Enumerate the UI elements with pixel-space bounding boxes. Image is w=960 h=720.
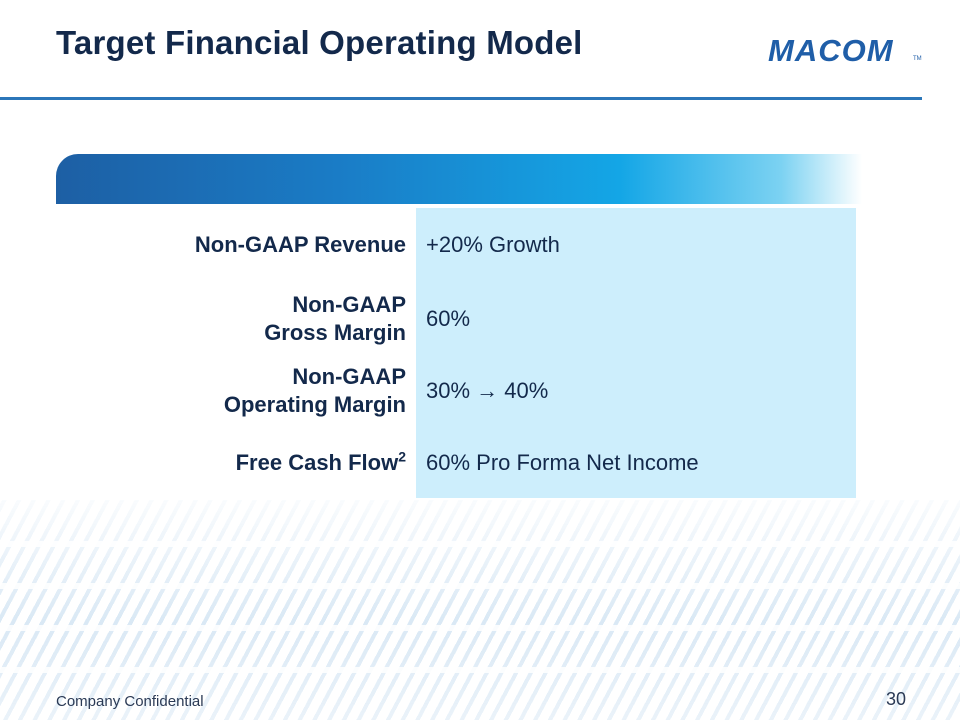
table-row-revenue: Non-GAAP Revenue +20% Growth [56, 230, 856, 260]
row-value: +20% Growth [426, 232, 560, 257]
row-value: 60% [426, 306, 471, 331]
footer-confidential: Company Confidential [56, 693, 204, 710]
row-label: Non-GAAP Revenue [56, 231, 406, 259]
hatch-gap [0, 541, 960, 547]
logo-trademark: TM [913, 56, 922, 62]
header-divider [0, 97, 922, 100]
operating-model-table: Non-GAAP Revenue +20% Growth Non-GAAP Gr… [56, 208, 856, 498]
values-panel [416, 208, 856, 498]
table-row-gross-margin: Non-GAAP Gross Margin 60% [56, 290, 856, 348]
table-row-free-cash-flow: Free Cash Flow2 60% Pro Forma Net Income [56, 448, 856, 478]
row-label: Non-GAAP Operating Margin [56, 363, 406, 419]
row-label: Non-GAAP Gross Margin [56, 291, 406, 347]
macom-logo: MACOM TM [768, 34, 922, 66]
footnote-marker: 2 [398, 448, 406, 465]
hatch-gap [0, 583, 960, 589]
row-value: 30% → 40% [426, 378, 549, 403]
row-label-line2: Gross Margin [264, 320, 406, 345]
slide-title: Target Financial Operating Model [56, 24, 583, 61]
row-label-line1: Non-GAAP [292, 364, 406, 389]
row-label-text: Free Cash Flow [235, 450, 399, 475]
logo-text: MACOM [768, 34, 894, 66]
row-value: 60% Pro Forma Net Income [426, 450, 699, 475]
hatch-gap [0, 625, 960, 631]
row-label: Free Cash Flow2 [56, 449, 406, 477]
table-row-operating-margin: Non-GAAP Operating Margin 30% → 40% [56, 362, 856, 420]
row-label-text: Non-GAAP Revenue [194, 232, 406, 257]
hatch-background [0, 500, 960, 720]
table-header-banner [56, 154, 862, 204]
row-label-line1: Non-GAAP [292, 292, 406, 317]
row-label-line2: Operating Margin [223, 392, 406, 417]
page-number: 30 [886, 689, 907, 709]
hatch-gap [0, 667, 960, 673]
